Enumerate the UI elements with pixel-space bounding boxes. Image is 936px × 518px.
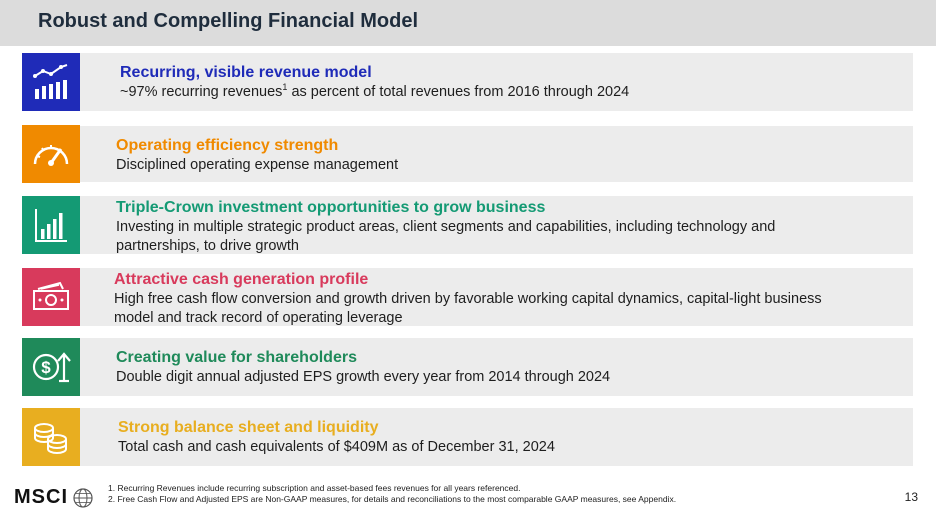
title-bar: Robust and Compelling Financial Model <box>0 0 936 46</box>
coin-stack-icon <box>22 408 80 466</box>
row-investment-opportunities <box>22 196 913 254</box>
speedometer-icon <box>22 125 80 183</box>
page-number: 13 <box>904 490 918 504</box>
row-title: Triple-Crown investment opportunities to… <box>116 199 546 216</box>
row-shareholder-value <box>22 338 913 396</box>
row-title: Attractive cash generation profile <box>114 271 369 288</box>
row-title: Operating efficiency strength <box>116 137 339 154</box>
footnotes: 1. Recurring Revenues include recurring … <box>108 483 676 505</box>
row-title: Strong balance sheet and liquidity <box>118 419 379 436</box>
row-description: model and track record of operating leve… <box>114 310 403 326</box>
footnote: 1. Recurring Revenues include recurring … <box>108 483 521 493</box>
cash-icon <box>22 268 80 326</box>
row-title: Recurring, visible revenue model <box>120 64 372 81</box>
row-description: High free cash flow conversion and growt… <box>114 291 822 307</box>
logo-text: MSCI <box>14 486 68 508</box>
row-title: Creating value for shareholders <box>116 349 357 366</box>
row-description: Disciplined operating expense management <box>116 157 399 173</box>
msci-logo: MSCI <box>14 486 94 509</box>
row-description: Investing in multiple strategic product … <box>116 219 776 235</box>
footnote: 2. Free Cash Flow and Adjusted EPS are N… <box>108 494 677 504</box>
row-description: partnerships, to drive growth <box>116 238 299 254</box>
bar-chart-trend-icon <box>22 53 80 111</box>
dollar-growth-icon: $ <box>22 338 80 396</box>
row-balance-sheet <box>22 408 913 466</box>
row-recurring-revenue <box>22 53 913 111</box>
row-description: Double digit annual adjusted EPS growth … <box>116 369 611 385</box>
row-cash-generation <box>22 268 913 326</box>
row-operating-efficiency <box>22 126 913 182</box>
globe-icon <box>73 487 93 508</box>
row-description: ~97% recurring revenues1 as percent of t… <box>120 82 630 100</box>
svg-text:$: $ <box>41 358 51 377</box>
page-title: Robust and Compelling Financial Model <box>38 10 419 32</box>
bar-chart-icon <box>22 196 80 254</box>
row-description: Total cash and cash equivalents of $409M… <box>118 439 555 455</box>
